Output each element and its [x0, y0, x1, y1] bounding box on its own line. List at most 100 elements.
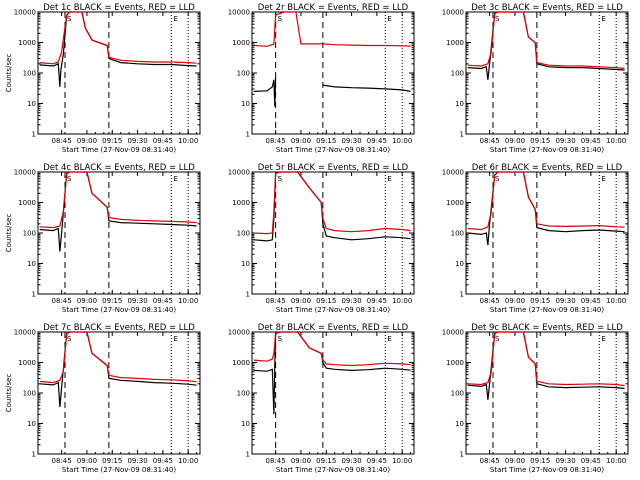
lld-series-line [467, 332, 625, 387]
start-marker: S [67, 335, 72, 343]
x-tick-label: 09:15 [102, 137, 122, 145]
x-tick-label: 09:00 [505, 297, 525, 305]
panel-title: Det 9c BLACK = Events, RED = LLD [471, 323, 623, 333]
end-marker: E [601, 335, 605, 343]
x-axis-title: Start Time (27-Nov-09 08:31:40) [276, 306, 390, 314]
y-tick-label: 10 [241, 260, 250, 268]
x-tick-label: 09:00 [291, 297, 311, 305]
y-tick-label: 1000 [446, 359, 464, 367]
y-tick-label: 1 [246, 451, 250, 459]
plot-frame [465, 331, 629, 455]
y-tick-label: 10000 [228, 169, 250, 177]
x-tick-label: 10:00 [606, 457, 626, 465]
x-tick-label: 09:45 [153, 457, 173, 465]
detector-panel: Det 8r BLACK = Events, RED = LLD 1 10 100 10… [228, 323, 415, 474]
x-tick-label: 10:00 [178, 457, 198, 465]
x-tick-label: 09:30 [127, 457, 147, 465]
x-tick-label: 08:45 [266, 457, 286, 465]
y-tick-label: 100 [23, 230, 36, 238]
x-tick-label: 09:45 [153, 297, 173, 305]
x-tick-label: 09:15 [530, 137, 550, 145]
plot-frame [251, 11, 415, 135]
y-tick-label: 1 [246, 131, 250, 139]
start-marker: S [495, 175, 500, 183]
y-tick-label: 100 [451, 230, 464, 238]
y-tick-label: 10000 [14, 329, 36, 337]
detector-panel: Det 5r BLACK = Events, RED = LLD 1 10 100 10… [228, 163, 415, 314]
x-axis-title: Start Time (27-Nov-09 08:31:40) [276, 466, 390, 474]
y-tick-label: 10000 [228, 9, 250, 17]
start-marker: S [67, 175, 72, 183]
x-tick-label: 08:45 [52, 137, 72, 145]
x-tick-label: 09:30 [127, 137, 147, 145]
end-marker: E [387, 175, 391, 183]
y-tick-label: 10 [27, 260, 36, 268]
x-axis-title: Start Time (27-Nov-09 08:31:40) [62, 306, 176, 314]
y-tick-label: 10 [241, 420, 250, 428]
events-series-line [253, 332, 411, 415]
x-tick-label: 09:30 [555, 457, 575, 465]
y-tick-label: 1 [460, 291, 464, 299]
y-tick-label: 1000 [232, 359, 250, 367]
x-axis-title: Start Time (27-Nov-09 08:31:40) [490, 466, 604, 474]
x-tick-label: 08:45 [52, 457, 72, 465]
panel-title: Det 4c BLACK = Events, RED = LLD [43, 163, 195, 173]
end-marker: E [173, 175, 177, 183]
y-tick-label: 10 [455, 260, 464, 268]
y-tick-label: 1 [32, 451, 36, 459]
y-tick-label: 10 [27, 420, 36, 428]
x-tick-label: 09:30 [341, 137, 361, 145]
x-tick-label: 08:45 [480, 297, 500, 305]
lld-series-line [253, 172, 411, 235]
y-tick-label: 1 [32, 131, 36, 139]
x-tick-label: 09:15 [102, 297, 122, 305]
x-tick-label: 09:00 [77, 297, 97, 305]
plot-frame [465, 171, 629, 295]
y-tick-label: 10 [455, 100, 464, 108]
x-axis-title: Start Time (27-Nov-09 08:31:40) [490, 146, 604, 154]
plot-frame [37, 171, 201, 295]
x-tick-label: 10:00 [392, 137, 412, 145]
x-tick-label: 09:30 [555, 137, 575, 145]
y-tick-label: 1 [460, 451, 464, 459]
y-tick-label: 100 [237, 70, 250, 78]
x-tick-label: 09:00 [291, 457, 311, 465]
detector-panel: Det 2r BLACK = Events, RED = LLD 1 10 100 10… [228, 3, 415, 154]
y-tick-label: 100 [23, 390, 36, 398]
x-tick-label: 08:45 [480, 137, 500, 145]
events-series-line [253, 77, 411, 107]
lld-series-line [39, 12, 197, 65]
x-tick-label: 10:00 [178, 297, 198, 305]
y-tick-label: 10000 [14, 9, 36, 17]
end-marker: E [173, 335, 177, 343]
y-tick-label: 1000 [18, 199, 36, 207]
plot-frame [37, 11, 201, 135]
y-axis-title: Counts/sec [5, 214, 13, 253]
x-tick-label: 10:00 [178, 137, 198, 145]
x-tick-label: 09:15 [316, 137, 336, 145]
x-axis-title: Start Time (27-Nov-09 08:31:40) [62, 466, 176, 474]
y-axis-title: Counts/sec [5, 374, 13, 413]
detector-panel: Det 4c BLACK = Events, RED = LLD 1 10 100 10… [5, 163, 201, 314]
detector-panel: Det 1c BLACK = Events, RED = LLD 1 10 100 10… [5, 3, 201, 154]
x-tick-label: 09:45 [581, 297, 601, 305]
end-marker: E [387, 15, 391, 23]
y-tick-label: 10000 [14, 169, 36, 177]
lld-series-line [467, 172, 625, 231]
detector-panel: Det 7c BLACK = Events, RED = LLD 1 10 100 10… [5, 323, 201, 474]
y-tick-label: 100 [451, 390, 464, 398]
x-tick-label: 09:30 [127, 297, 147, 305]
x-tick-label: 10:00 [606, 137, 626, 145]
y-tick-label: 1000 [18, 359, 36, 367]
lld-series-line [39, 172, 197, 229]
y-tick-label: 10 [241, 100, 250, 108]
start-marker: S [67, 15, 72, 23]
y-tick-label: 1000 [232, 39, 250, 47]
x-tick-label: 09:15 [530, 297, 550, 305]
x-tick-label: 09:30 [341, 457, 361, 465]
y-tick-label: 100 [237, 390, 250, 398]
detector-panel: Det 9c BLACK = Events, RED = LLD 1 10 100 10… [442, 323, 629, 474]
x-tick-label: 08:45 [52, 297, 72, 305]
